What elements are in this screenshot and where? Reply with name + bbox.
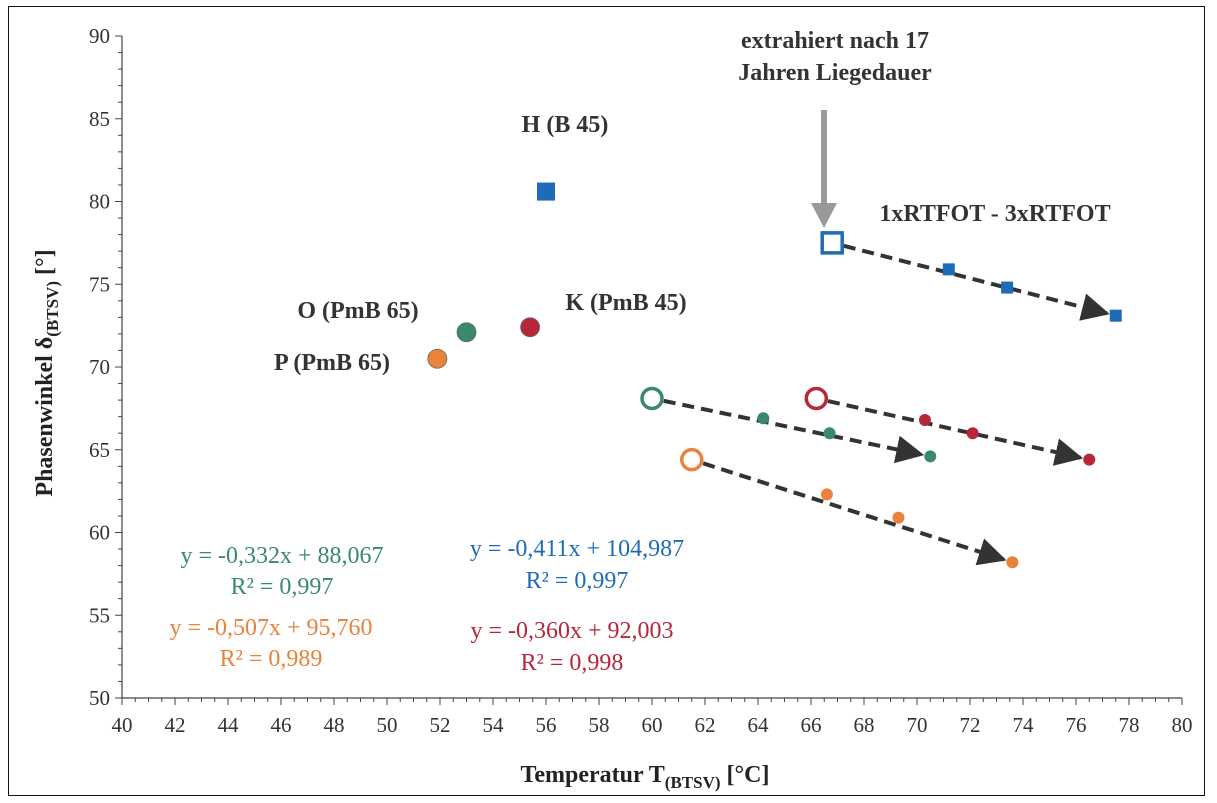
point-h-b-45 [942, 263, 955, 276]
x-tick-label: 58 [589, 713, 610, 737]
x-tick-label: 60 [642, 713, 663, 737]
extrahiert-pointer-arrow [811, 110, 837, 228]
point-h-b-45 [1001, 281, 1014, 294]
trend-arrows [663, 243, 1110, 566]
point-main-p-pmb-65 [427, 348, 448, 369]
axes [115, 35, 1183, 705]
equation-blue: y = -0,411x + 104,987 [470, 536, 684, 562]
y-tick-label: 80 [89, 190, 110, 214]
x-tick-label: 50 [377, 713, 398, 737]
point-main-o-pmb-65 [456, 322, 477, 343]
point-k-pmb-45 [1083, 453, 1096, 466]
trend-arrow-k-pmb-45 [827, 399, 1084, 466]
y-tick-label: 60 [89, 521, 110, 545]
point-h-b-45 [1109, 309, 1122, 322]
label-k-pmb45: K (PmB 45) [565, 290, 686, 316]
point-start-o-pmb-65 [640, 386, 664, 411]
r2-green: R² = 0,997 [231, 574, 334, 600]
label-extrahiert-line2: Jahren Liegedauer [738, 60, 932, 86]
x-tick-label: 40 [112, 713, 133, 737]
r2-orange: R² = 0,989 [220, 646, 323, 672]
x-tick-label: 68 [854, 713, 875, 737]
x-tick-label: 48 [324, 713, 345, 737]
y-tick-label: 70 [89, 355, 110, 379]
point-start-k-pmb-45 [804, 386, 829, 411]
x-tick-label: 52 [430, 713, 451, 737]
point-main-k-pmb-45 [520, 317, 540, 338]
x-tick-label: 76 [1066, 713, 1087, 737]
label-p-pmb65: P (PmB 65) [274, 350, 390, 376]
x-tick-labels: 40 42 44 46 48 50 52 54 56 58 60 62 64 66 68 70 72 74 76 78… [112, 713, 1193, 737]
point-o-pmb-65 [823, 427, 836, 440]
data-points [427, 182, 1122, 569]
point-p-pmb-65 [892, 511, 905, 524]
chart-frame [8, 6, 1205, 796]
r2-blue: R² = 0,997 [526, 568, 629, 594]
label-o-pmb65: O (PmB 65) [297, 298, 418, 324]
x-tick-label: 42 [165, 713, 186, 737]
x-tick-label: 54 [483, 713, 505, 737]
x-tick-label: 80 [1172, 713, 1193, 737]
point-o-pmb-65 [757, 412, 770, 425]
label-extrahiert-line1: extrahiert nach 17 [741, 28, 929, 54]
point-p-pmb-65 [1006, 556, 1019, 569]
equation-orange: y = -0,507x + 95,760 [169, 615, 372, 641]
y-tick-label: 50 [89, 686, 110, 710]
point-o-pmb-65 [924, 450, 937, 463]
y-tick-label: 55 [89, 603, 110, 627]
y-tick-label: 65 [89, 438, 110, 462]
point-main-h-b-45 [537, 182, 555, 201]
equation-green: y = -0,332x + 88,067 [180, 543, 383, 569]
trend-arrow-p-pmb-65 [702, 461, 1007, 566]
y-tick-label: 75 [89, 272, 110, 296]
x-tick-label: 78 [1119, 713, 1140, 737]
x-tick-label: 66 [801, 713, 822, 737]
point-k-pmb-45 [966, 427, 979, 440]
y-tick-label: 85 [89, 107, 110, 131]
point-start-p-pmb-65 [680, 447, 704, 472]
x-tick-label: 56 [536, 713, 557, 737]
trend-arrow-o-pmb-65 [663, 398, 925, 464]
x-axis-title: Temperatur T(BTSV) [°C] [521, 762, 770, 792]
x-tick-label: 74 [1013, 713, 1035, 737]
x-tick-label: 44 [218, 713, 240, 737]
equation-red: y = -0,360x + 92,003 [470, 618, 673, 644]
x-tick-label: 72 [960, 713, 981, 737]
y-tick-labels: 50 55 60 65 70 75 80 85 90 [89, 24, 110, 710]
r2-red: R² = 0,998 [521, 650, 624, 676]
x-tick-label: 62 [695, 713, 716, 737]
x-tick-label: 70 [907, 713, 928, 737]
point-start-h-b-45 [820, 231, 844, 255]
point-p-pmb-65 [820, 488, 833, 501]
label-h-b45: H (B 45) [522, 112, 609, 138]
y-axis-title: Phasenwinkel δ(BTSV) [°] [32, 249, 62, 496]
label-rtfot: 1xRTFOT - 3xRTFOT [879, 201, 1110, 227]
x-tick-label: 46 [271, 713, 292, 737]
y-tick-label: 90 [89, 24, 110, 48]
point-k-pmb-45 [918, 413, 931, 426]
x-tick-label: 64 [748, 713, 770, 737]
trend-arrow-h-b-45 [843, 243, 1110, 321]
